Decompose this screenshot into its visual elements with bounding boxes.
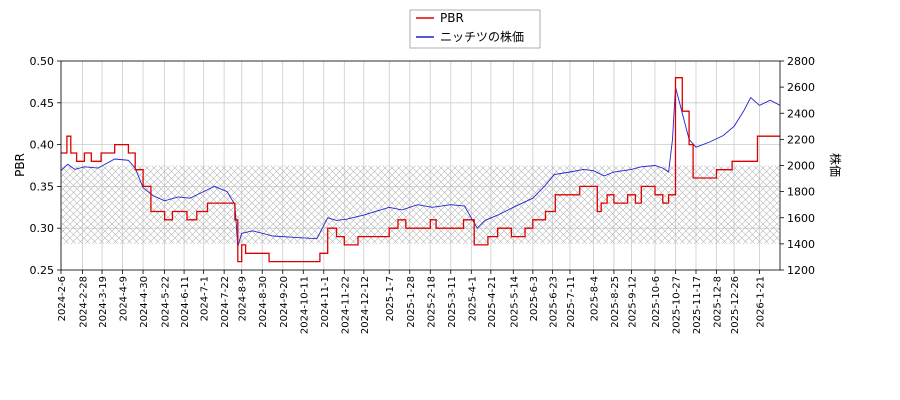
y-left-tick-label: 0.35: [30, 180, 55, 193]
y-right-tick-label: 1800: [787, 186, 815, 199]
x-tick-label: 2025-9-12: [628, 276, 639, 328]
x-tick-label: 2024-4-9: [119, 276, 130, 321]
x-tick-label: 2025-5-14: [509, 276, 520, 328]
series-line-pbr: [61, 77, 780, 263]
x-tick-label: 2024-8-9: [238, 276, 249, 321]
legend: PBR ニッチツの株価: [409, 9, 541, 49]
x-tick-label: 2025-11-17: [692, 276, 703, 334]
x-tick-label: 2024-6-11: [180, 276, 191, 328]
x-tick-label: 2024-11-1: [320, 276, 331, 328]
x-tick-label: 2025-3-11: [447, 276, 458, 328]
x-tick-label: 2024-11-22: [340, 276, 351, 334]
y-right-tick-label: 2800: [787, 55, 815, 68]
y-left-tick-label: 0.40: [30, 139, 55, 152]
x-tick-label: 2025-10-6: [651, 276, 662, 328]
x-tick-label: 2025-6-3: [529, 276, 540, 321]
x-ticks: 2024-2-6 2024-2-28 2024-3-19 2024-4-9 2024-4…: [57, 270, 766, 334]
x-tick-label: 2024-2-6: [57, 276, 68, 321]
y-right-tick-label: 2200: [787, 133, 815, 146]
series-layer: [61, 77, 780, 263]
y-right-ticks: 1200 1400 1600 1800 2000 2200 2400 2600 2800: [780, 55, 815, 277]
price-band: [61, 165, 780, 244]
x-tick-label: 2024-9-20: [279, 276, 290, 328]
y-right-tick-label: 1600: [787, 212, 815, 225]
y-right-tick-label: 1400: [787, 238, 815, 251]
legend-label-pbr: PBR: [440, 11, 464, 25]
y-left-tick-label: 0.50: [30, 55, 55, 68]
x-tick-label: 2025-8-4: [589, 276, 600, 321]
y-left-ticks: 0.25 0.30 0.35 0.40 0.45 0.50: [30, 55, 61, 277]
series-line-price: [61, 86, 780, 247]
x-tick-label: 2024-7-1: [200, 276, 211, 321]
y-right-tick-label: 1200: [787, 264, 815, 277]
x-tick-label: 2025-10-27: [671, 276, 682, 334]
y-right-axis-label: 株価: [828, 153, 843, 177]
x-tick-label: 2025-12-26: [730, 276, 741, 334]
x-tick-label: 2025-6-23: [548, 276, 559, 328]
x-tick-label: 2025-1-28: [406, 276, 417, 328]
x-tick-label: 2024-10-11: [299, 276, 310, 334]
x-tick-label: 2024-3-19: [98, 276, 109, 328]
legend-label-price: ニッチツの株価: [440, 29, 524, 44]
y-left-axis-label: PBR: [13, 153, 27, 177]
x-tick-label: 2025-8-25: [610, 276, 621, 328]
x-tick-label: 2025-12-8: [713, 276, 724, 328]
y-left-tick-label: 0.30: [30, 222, 55, 235]
legend-box: [409, 9, 541, 49]
y-left-tick-label: 0.25: [30, 264, 55, 277]
x-tick-label: 2026-1-21: [755, 276, 766, 328]
x-tick-label: 2025-4-1: [467, 276, 478, 321]
x-tick-label: 2025-2-18: [426, 276, 437, 328]
x-tick-label: 2024-12-12: [360, 276, 371, 334]
x-tick-label: 2024-7-22: [220, 276, 231, 328]
x-tick-label: 2025-7-11: [566, 276, 577, 328]
x-tick-label: 2025-4-21: [487, 276, 498, 328]
x-tick-label: 2024-5-22: [161, 276, 172, 328]
x-tick-label: 2024-8-30: [258, 276, 269, 328]
x-tick-label: 2024-4-30: [139, 276, 150, 328]
y-right-tick-label: 2600: [787, 81, 815, 94]
x-tick-label: 2024-2-28: [78, 276, 89, 328]
y-right-tick-label: 2000: [787, 160, 815, 173]
y-right-tick-label: 2400: [787, 107, 815, 120]
y-left-tick-label: 0.45: [30, 97, 55, 110]
x-tick-label: 2025-1-7: [385, 276, 396, 321]
